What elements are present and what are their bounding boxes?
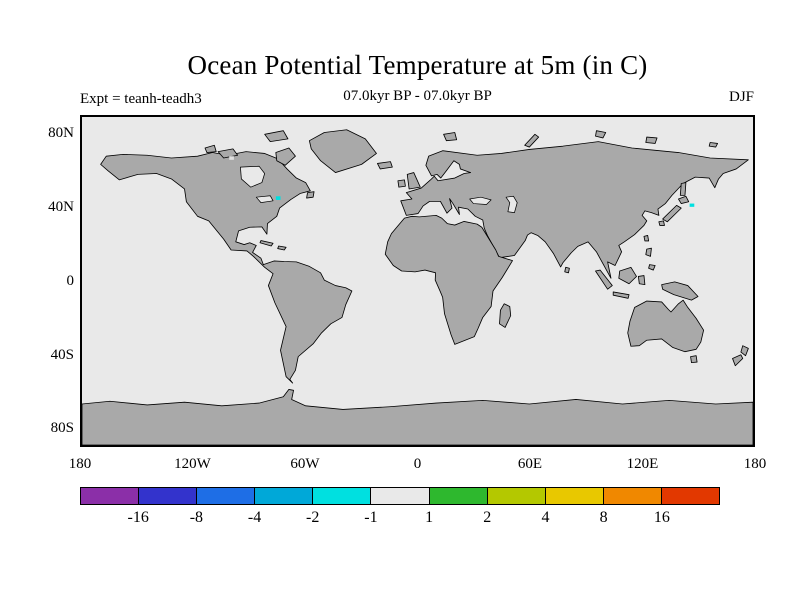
colorbar-cell-1 (138, 488, 197, 504)
mindanao (648, 264, 656, 271)
africa-landmass (384, 214, 513, 345)
iceland (377, 161, 393, 170)
colorbar-cell-7 (486, 488, 545, 504)
x-tick-0: 0 (413, 456, 422, 472)
x-tick-60W: 60W (290, 456, 320, 472)
new-siberian-islands (645, 136, 658, 144)
black-sea (469, 196, 492, 205)
x-tick-120W: 120W (174, 456, 211, 472)
cuba-island (259, 240, 274, 247)
americas-landmass (100, 151, 353, 384)
colorbar-cell-10 (660, 488, 720, 504)
colorbar-labels: -16 -8 -4 -2 -1 1 2 4 8 16 (80, 509, 720, 529)
new-zealand-north (740, 345, 749, 357)
colorbar-cell-3 (254, 488, 313, 504)
honshu (662, 204, 682, 223)
colorbar-label-pos2: 2 (483, 509, 492, 526)
colorbar (80, 487, 720, 505)
x-axis: 180 120W 60W 0 60E 120E 180 (69, 456, 767, 476)
anomaly-cell-nw-atlantic (275, 196, 281, 200)
greenland (308, 129, 377, 173)
colorbar-cell-4 (312, 488, 371, 504)
colorbar-label-neg16: -16 (127, 509, 149, 526)
colorbar-label-pos4: 4 (541, 509, 550, 526)
y-tick-80S: 80S (50, 420, 74, 436)
caspian-sea (505, 195, 518, 214)
severnaya-zemlya (595, 130, 607, 139)
tasmania (690, 355, 698, 364)
sakhalin (679, 182, 687, 196)
australia (627, 299, 705, 353)
colorbar-cell-9 (602, 488, 661, 504)
y-tick-40S: 40S (50, 347, 74, 363)
antarctica (82, 389, 753, 445)
new-guinea (661, 281, 699, 301)
anomaly-cell-nw-pacific (689, 203, 695, 207)
y-tick-80N: 80N (48, 125, 74, 141)
colorbar-cell-6 (428, 488, 487, 504)
colorbar-cell-5 (370, 488, 429, 504)
novaya-zemlya (524, 133, 540, 148)
anomaly-cell-arctic (229, 156, 234, 160)
experiment-label: Expt = teanh-teadh3 (80, 91, 202, 107)
colorbar-cell-8 (544, 488, 603, 504)
colorbar-label-pos1: 1 (425, 509, 434, 526)
hispaniola-island (277, 245, 287, 251)
x-tick-120E: 120E (626, 456, 659, 472)
ireland (397, 179, 406, 188)
colorbar-label-pos16: 16 (653, 509, 670, 526)
eurasia-landmass (400, 141, 749, 279)
period-label: 07.0kyr BP - 07.0kyr BP (343, 88, 492, 104)
banks-island (204, 144, 217, 153)
sri-lanka (564, 266, 570, 274)
y-tick-40N: 40N (48, 199, 74, 215)
colorbar-label-neg2: -2 (306, 509, 320, 526)
colorbar-cell-2 (196, 488, 255, 504)
great-britain (406, 172, 421, 190)
ellesmere-island (264, 130, 289, 143)
x-tick-180E: 180 (743, 456, 767, 472)
baffin-island (275, 147, 296, 166)
world-map (82, 117, 753, 445)
hokkaido (678, 195, 690, 204)
sulawesi (637, 275, 646, 286)
madagascar (499, 303, 512, 328)
hudson-bay (240, 165, 266, 188)
y-tick-0: 0 (66, 273, 75, 289)
wrangel-island (708, 142, 719, 148)
new-zealand-south (732, 354, 744, 367)
victoria-island (217, 148, 239, 159)
season-label: DJF (728, 89, 754, 105)
colorbar-label-neg1: -1 (364, 509, 378, 526)
newfoundland-island (306, 191, 315, 199)
kyushu (658, 220, 665, 226)
luzon (645, 247, 652, 257)
colorbar-label-pos8: 8 (599, 509, 608, 526)
x-tick-180W: 180 (68, 456, 92, 472)
taiwan (643, 235, 650, 242)
colorbar-label-neg8: -8 (189, 509, 204, 526)
world-map-frame (80, 115, 755, 447)
plot-title: Ocean Potential Temperature at 5m (in C) (187, 50, 648, 80)
colorbar-cell-0 (81, 488, 139, 504)
borneo (618, 266, 637, 285)
sumatra (595, 269, 613, 290)
java (612, 291, 630, 299)
great-lakes (255, 195, 274, 204)
svalbard (443, 132, 458, 142)
x-tick-60E: 60E (517, 456, 543, 472)
colorbar-label-neg4: -4 (247, 509, 262, 526)
